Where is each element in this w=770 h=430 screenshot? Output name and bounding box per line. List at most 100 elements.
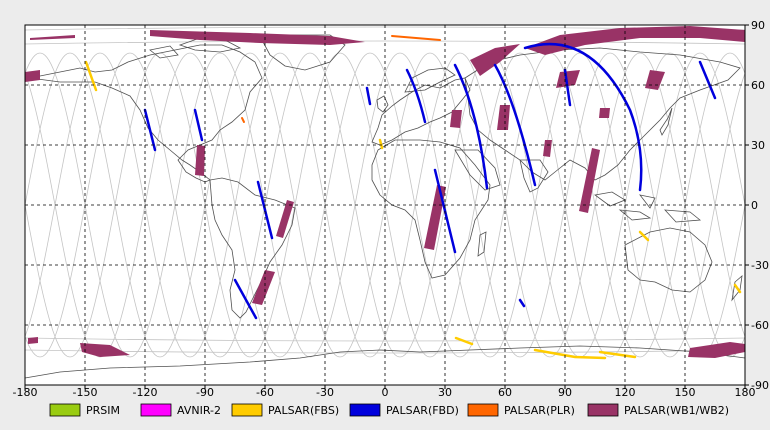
legend-swatch (587, 403, 619, 417)
coast-uk (376, 95, 389, 113)
legend-label: PALSAR(PLR) (504, 404, 575, 417)
swath-wb-3 (252, 270, 275, 305)
swath-fbs-3 (598, 350, 637, 359)
acquisitions-wb (25, 26, 745, 358)
swath-fbd-6 (256, 180, 274, 240)
swath-fbs-1 (84, 60, 98, 92)
swath-wb-7 (543, 140, 552, 157)
swath-wb-1 (195, 145, 205, 176)
swath-plr-1 (391, 35, 441, 41)
legend-label: PRSIM (86, 404, 120, 417)
orbit-track (654, 202, 745, 358)
swath-fbd-13 (518, 298, 526, 308)
swath-wb-10 (599, 108, 610, 118)
x-tick-label: -90 (196, 386, 214, 399)
coast-africa (371, 139, 491, 279)
coast-europe (371, 77, 471, 146)
axis-ticks (24, 24, 749, 389)
legend-item-fbd: PALSAR(FBD) (349, 403, 459, 417)
swath-fbd-3 (453, 63, 489, 190)
swath-fbs-6 (733, 283, 742, 294)
acquisitions-plr (241, 35, 441, 123)
swath-wb-9 (556, 70, 580, 88)
legend: PRSIM AVNIR-2 PALSAR(FBS) PALSAR(FBD) PA… (49, 403, 729, 417)
coast-japan (659, 107, 673, 136)
legend-swatch (467, 403, 499, 417)
coast-greenland (261, 34, 346, 71)
swath-fbs-2 (533, 348, 607, 360)
swath-wb-5 (450, 110, 462, 128)
legend-label: PALSAR(FBD) (386, 404, 459, 417)
y-tick-label: 60 (751, 79, 765, 92)
x-axis-labels: -180 -150 -120 -90 -60 -30 0 30 60 90 12… (13, 386, 756, 399)
y-tick-label: 0 (751, 199, 758, 212)
y-tick-label: 90 (751, 19, 765, 32)
y-axis-labels: 90 60 30 0 -30 -60 -90 (751, 19, 769, 392)
y-tick-label: 30 (751, 139, 765, 152)
coast-antarctica (24, 345, 746, 379)
x-tick-label: -60 (256, 386, 274, 399)
coast-scandinavia (404, 67, 456, 93)
x-tick-label: -180 (13, 386, 38, 399)
swath-fbd-11 (698, 60, 717, 100)
legend-item-wb: PALSAR(WB1/WB2) (587, 403, 729, 417)
swath-wb-2 (276, 200, 294, 238)
swath-wb-arctic-east (525, 26, 745, 55)
orbit-track (25, 349, 745, 354)
coast-madagascar (477, 231, 487, 257)
swath-wb-arctic-far (30, 35, 75, 40)
x-tick-label: 180 (735, 386, 756, 399)
legend-swatch (349, 403, 381, 417)
x-tick-label: -120 (133, 386, 158, 399)
coast-asia (464, 47, 741, 181)
x-tick-label: -30 (316, 386, 334, 399)
y-tick-label: -30 (751, 259, 769, 272)
x-tick-label: 90 (558, 386, 572, 399)
legend-swatch (49, 403, 81, 417)
x-tick-label: -150 (73, 386, 98, 399)
swath-fbd-9 (193, 108, 204, 142)
legend-item-plr: PALSAR(PLR) (467, 403, 575, 417)
y-tick-label: -60 (751, 319, 769, 332)
x-tick-label: 60 (498, 386, 512, 399)
coast-arabia (454, 149, 501, 191)
swath-fbd-10 (563, 68, 572, 107)
swath-wb-4 (424, 185, 446, 250)
legend-swatch (140, 403, 172, 417)
y-tick-label: -90 (751, 379, 769, 392)
coast-india (519, 159, 549, 193)
swath-fbd-2 (493, 63, 537, 187)
legend-item-prsim: PRSIM (49, 403, 120, 417)
orbit-track (25, 40, 745, 45)
coast-north-america (29, 44, 263, 183)
acquisitions-fbs (84, 60, 742, 360)
coastlines (24, 34, 746, 379)
swath-wb-arctic-mid (470, 44, 520, 76)
legend-item-avnir: AVNIR-2 (140, 403, 221, 417)
legend-label: PALSAR(WB1/WB2) (624, 404, 729, 417)
x-tick-label: 30 (438, 386, 452, 399)
swath-fbd-4 (405, 68, 427, 124)
legend-label: PALSAR(FBS) (268, 404, 339, 417)
x-tick-label: 0 (382, 386, 389, 399)
x-tick-label: 150 (675, 386, 696, 399)
swath-wb-8 (579, 148, 600, 213)
swath-fbs-7 (378, 138, 384, 150)
orbit-track (25, 337, 745, 342)
legend-swatch (231, 403, 263, 417)
swath-fbs-4 (454, 336, 474, 346)
x-tick-label: 120 (615, 386, 636, 399)
swath-wb-arctic-west (150, 30, 365, 45)
swath-wb-antarctic-3 (28, 337, 38, 344)
swath-fbd-1 (523, 42, 643, 192)
swath-fbd-8 (143, 108, 157, 152)
swath-wb-alaska (25, 70, 40, 82)
swath-plr-2 (241, 117, 245, 123)
swath-wb-antarctic-2 (688, 342, 745, 358)
swath-wb-antarctic-1 (80, 343, 130, 357)
swath-fbd-12 (365, 86, 372, 106)
swath-fbs-5 (638, 230, 650, 242)
swath-fbd-7 (233, 278, 258, 320)
